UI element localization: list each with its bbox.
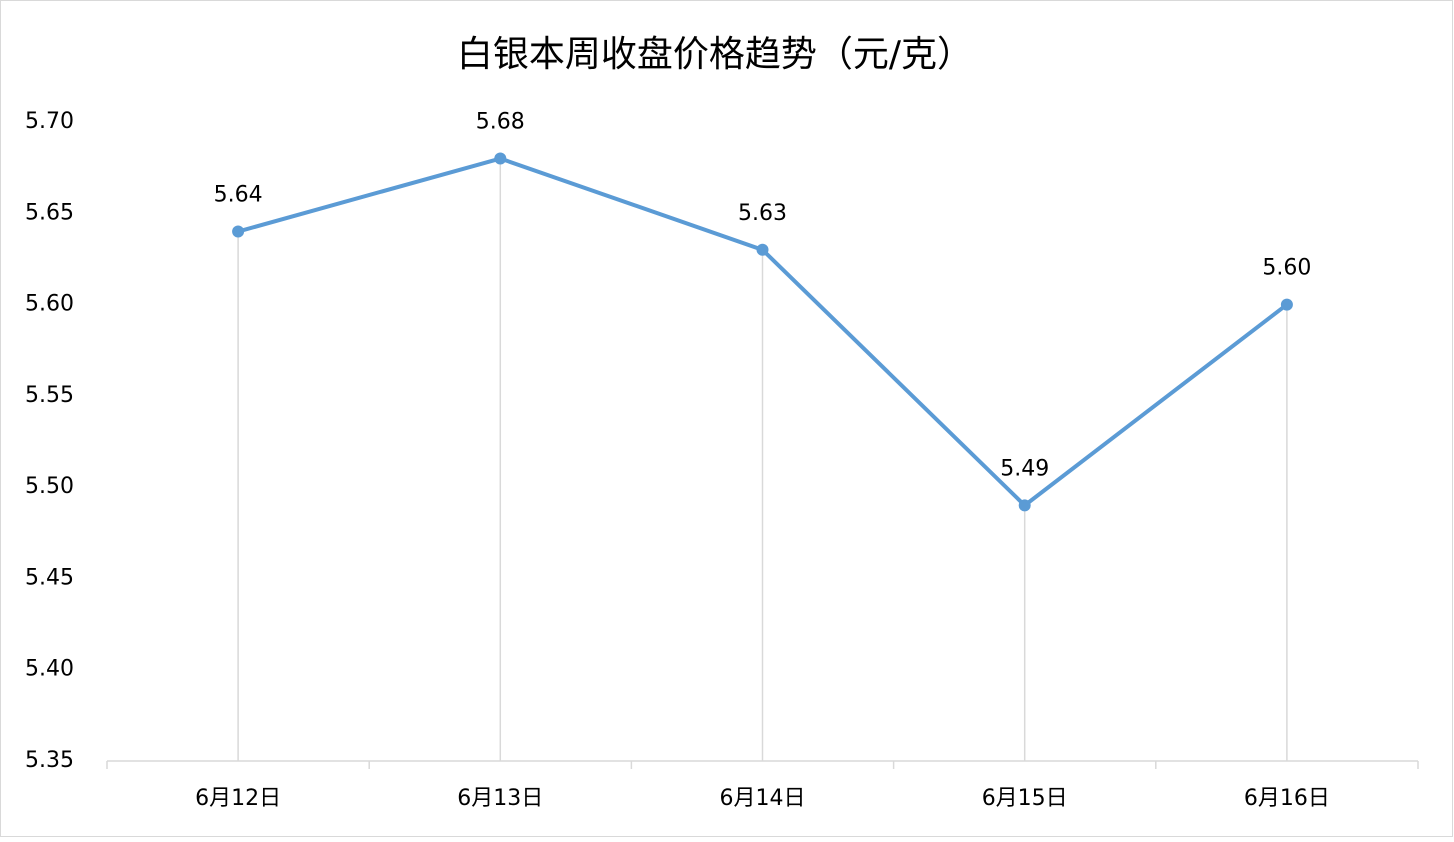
data-label: 5.63 — [738, 201, 787, 226]
data-point — [494, 152, 507, 165]
y-tick-label: 5.40 — [25, 657, 74, 682]
x-tick-label: 6月15日 — [982, 786, 1068, 811]
data-point — [1018, 499, 1031, 512]
data-point — [756, 243, 769, 256]
y-tick-label: 5.55 — [25, 383, 74, 408]
data-point — [1280, 298, 1293, 311]
x-tick-label: 6月16日 — [1244, 786, 1330, 811]
x-tick-label: 6月12日 — [195, 786, 281, 811]
data-label: 5.68 — [476, 110, 525, 135]
x-tick-label: 6月14日 — [720, 786, 806, 811]
x-tick-label: 6月13日 — [457, 786, 543, 811]
y-tick-label: 5.45 — [25, 565, 74, 590]
chart-title: 白银本周收盘价格趋势（元/克） — [457, 34, 973, 75]
data-point — [232, 225, 245, 238]
y-tick-label: 5.35 — [25, 748, 74, 773]
y-tick-label: 5.70 — [25, 109, 74, 134]
data-label: 5.60 — [1262, 256, 1311, 281]
y-tick-label: 5.60 — [25, 292, 74, 317]
y-tick-label: 5.50 — [25, 474, 74, 499]
y-tick-label: 5.65 — [25, 200, 74, 225]
data-label: 5.49 — [1000, 456, 1049, 481]
data-label: 5.64 — [214, 183, 263, 208]
